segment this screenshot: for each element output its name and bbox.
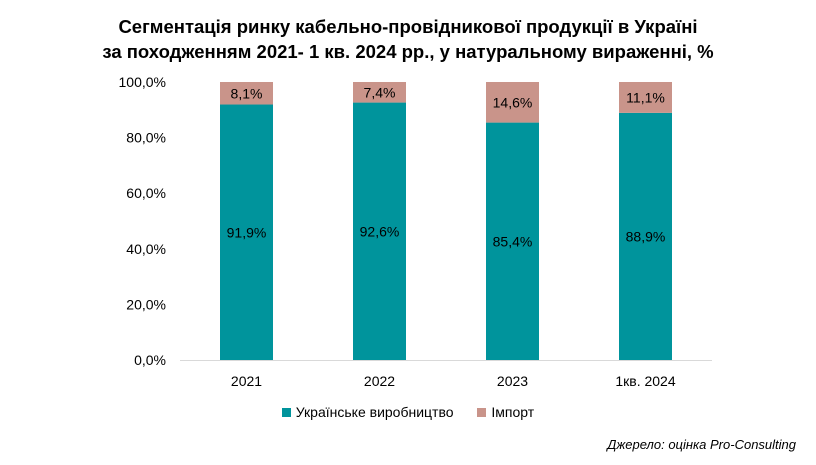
y-tick-label-5: 100,0% <box>119 74 166 90</box>
legend-label-ukrainian-production: Українське виробництво <box>295 404 454 420</box>
legend-swatch-ukrainian-production <box>281 408 291 417</box>
legend-label-import: Імпорт <box>491 404 535 420</box>
bar-ukrainian-production-2 <box>486 122 539 360</box>
data-label-ukrainian-production-1: 92,6% <box>360 223 400 239</box>
data-label-ukrainian-production-0: 91,9% <box>227 224 267 240</box>
x-tick-label-3: 1кв. 2024 <box>615 373 675 389</box>
legend-item-import: Імпорт <box>477 404 534 420</box>
chart-legend: Українське виробництво Імпорт <box>0 404 816 420</box>
data-label-ukrainian-production-2: 85,4% <box>493 233 533 249</box>
bar-ukrainian-production-3 <box>619 112 672 360</box>
bar-ukrainian-production-1 <box>353 102 406 361</box>
x-tick-label-1: 2022 <box>364 373 395 389</box>
bar-import-1 <box>353 82 406 103</box>
y-tick-label-1: 20,0% <box>126 296 166 312</box>
legend-item-ukrainian-production: Українське виробництво <box>281 404 454 420</box>
data-label-import-2: 14,6% <box>493 94 533 110</box>
source-note: Джерело: оцінка Pro-Consulting <box>607 437 796 452</box>
y-tick-label-4: 80,0% <box>126 130 166 146</box>
chart-title: Сегментація ринку кабельно-провідникової… <box>0 14 816 64</box>
bar-import-2 <box>486 82 539 123</box>
chart-title-line-2: за походженням 2021- 1 кв. 2024 рр., у н… <box>102 41 714 62</box>
bar-import-0 <box>220 82 273 105</box>
y-tick-label-3: 60,0% <box>126 185 166 201</box>
chart-title-line-1: Сегментація ринку кабельно-провідникової… <box>118 16 698 37</box>
data-label-ukrainian-production-3: 88,9% <box>626 228 666 244</box>
data-label-import-1: 7,4% <box>364 84 396 100</box>
x-tick-label-0: 2021 <box>231 373 262 389</box>
y-tick-label-0: 0,0% <box>134 352 166 368</box>
bar-ukrainian-production-0 <box>220 104 273 360</box>
data-label-import-3: 11,1% <box>626 89 665 105</box>
x-tick-label-2: 2023 <box>497 373 528 389</box>
legend-swatch-import <box>477 408 487 417</box>
data-label-import-0: 8,1% <box>231 85 263 101</box>
bar-import-3 <box>619 82 672 113</box>
y-tick-label-2: 40,0% <box>126 241 166 257</box>
